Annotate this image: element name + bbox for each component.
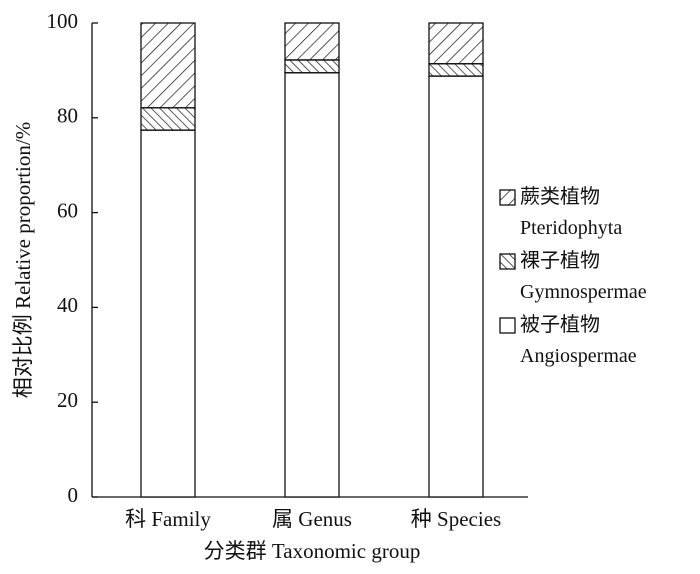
y-tick-label: 60 xyxy=(57,198,78,222)
bar-segment xyxy=(140,22,196,109)
y-tick-label: 40 xyxy=(57,293,78,317)
x-axis-title: 分类群 Taxonomic group xyxy=(204,539,421,563)
x-tick-label: 种 Species xyxy=(411,507,501,531)
y-tick-label: 100 xyxy=(47,9,79,33)
bar-segment xyxy=(140,107,196,131)
bar-segment xyxy=(428,75,484,498)
legend-label: 蕨类植物 Pteridophyta xyxy=(520,186,623,239)
bar-segment xyxy=(284,22,340,61)
legend-swatch xyxy=(499,253,516,270)
y-tick-label: 0 xyxy=(68,483,79,507)
legend-label: 裸子植物 Gymnospermae xyxy=(520,250,647,303)
bar-segment xyxy=(428,22,484,65)
legend-swatch xyxy=(499,317,516,334)
x-tick-label: 属 Genus xyxy=(272,507,352,531)
y-axis-title: 相对比例 Relative proportion/% xyxy=(11,122,35,398)
y-tick-label: 20 xyxy=(57,388,78,412)
bar-segment xyxy=(140,129,196,498)
bar-segment xyxy=(284,59,340,74)
x-tick-label: 科 Family xyxy=(125,507,211,531)
legend-swatch xyxy=(499,189,516,206)
legend-label: 被子植物 Angiospermae xyxy=(520,314,637,367)
y-tick-label: 80 xyxy=(57,104,78,128)
bar-segment xyxy=(284,72,340,498)
bar-segment xyxy=(428,63,484,77)
